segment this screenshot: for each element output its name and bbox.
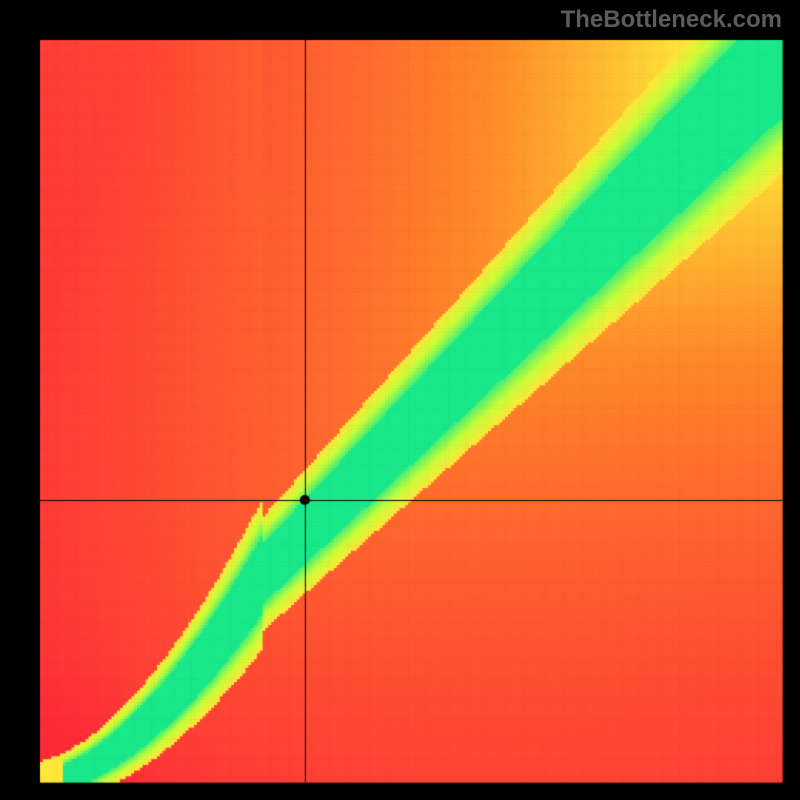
bottleneck-heatmap xyxy=(0,0,800,800)
watermark-text: TheBottleneck.com xyxy=(561,6,782,34)
